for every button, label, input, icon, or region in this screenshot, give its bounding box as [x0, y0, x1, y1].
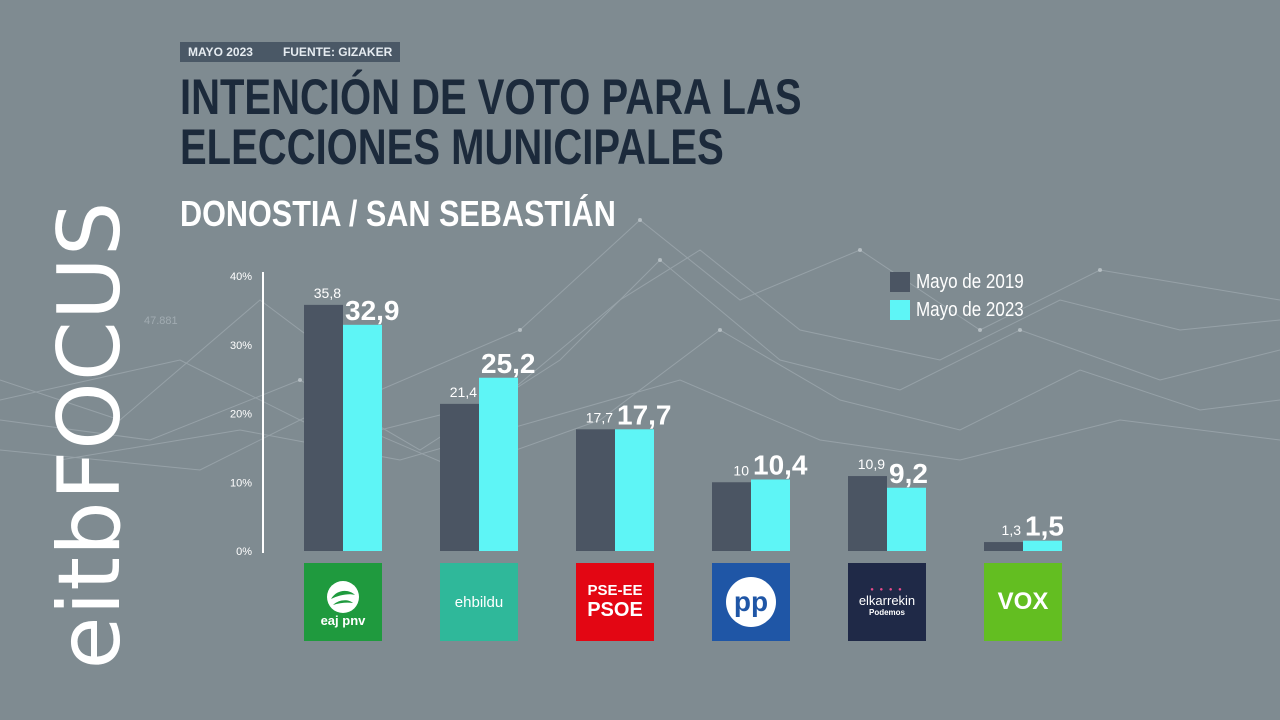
- chart-subtitle: DONOSTIA / SAN SEBASTIÁN: [180, 193, 616, 234]
- bar-2019: [712, 482, 751, 551]
- data-label-2023: 1,5: [1025, 511, 1064, 542]
- data-label-2023: 17,7: [617, 399, 672, 430]
- data-label-2019: 21,4: [450, 384, 477, 400]
- legend-label-2019: Mayo de 2019: [916, 270, 1024, 293]
- logo-pp-text: pp: [726, 577, 776, 627]
- data-label-2023: 9,2: [889, 458, 928, 489]
- logo-vox-text: VOX: [997, 588, 1049, 615]
- header-strip: MAYO 2023 FUENTE: GIZAKER: [180, 42, 401, 62]
- y-tick-label: 30%: [230, 340, 252, 352]
- dots-icon: ● ● ● ●: [870, 587, 904, 593]
- data-label-2023: 32,9: [345, 295, 400, 326]
- legend-item-2023: Mayo de 2023: [890, 296, 1043, 324]
- background-readout: 47.881: [144, 315, 178, 327]
- logo-elkarrekin: ● ● ● ● elkarrekin Podemos: [848, 563, 926, 641]
- bar-2019: [440, 403, 479, 551]
- logo-pnv-line2: pnv: [342, 613, 366, 628]
- chart-legend: Mayo de 2019 Mayo de 2023: [890, 268, 1043, 324]
- y-tick-label: 10%: [230, 477, 252, 489]
- data-label-2023: 10,4: [753, 450, 808, 481]
- logo-pnv-line1: eaj: [320, 613, 339, 628]
- legend-swatch-2019: [890, 272, 910, 292]
- bar-2023: [1023, 540, 1062, 551]
- pnv-leaf-icon: [327, 581, 359, 613]
- logo-vox: VOX: [984, 563, 1062, 641]
- data-label-2019: 35,8: [314, 285, 341, 301]
- bar-2023: [343, 324, 382, 551]
- y-tick-label: 40%: [230, 271, 252, 283]
- legend-item-2019: Mayo de 2019: [890, 268, 1043, 296]
- legend-swatch-2023: [890, 300, 910, 320]
- y-tick-label: 20%: [230, 409, 252, 421]
- header-source: FUENTE: GIZAKER: [282, 45, 393, 59]
- logo-eaj-pnv: eaj pnv: [304, 563, 382, 641]
- bar-2023: [887, 487, 926, 551]
- logo-psoe-line1: PSE-EE: [587, 582, 643, 599]
- y-tick-label: 0%: [236, 546, 252, 558]
- header-date: MAYO 2023: [188, 45, 253, 59]
- logo-psoe-line2: PSOE: [587, 599, 643, 621]
- bar-2023: [615, 429, 654, 551]
- data-label-2019: 10,9: [858, 456, 885, 472]
- bar-2023: [479, 377, 518, 551]
- data-label-2023: 25,2: [481, 348, 536, 379]
- logo-ehbildu-text: ehbildu: [454, 593, 504, 611]
- bar-2019: [848, 476, 887, 551]
- data-label-2019: 10: [733, 462, 749, 478]
- chart-title: INTENCIÓN DE VOTO PARA LAS ELECCIONES MU…: [180, 69, 802, 175]
- logo-ehbildu: ehbildu: [440, 563, 518, 641]
- logo-elkarrekin-line1: elkarrekin: [858, 593, 916, 608]
- bar-2019: [304, 304, 343, 551]
- bar-2019: [984, 542, 1023, 551]
- bar-2019: [576, 429, 615, 551]
- bar-2023: [751, 479, 790, 551]
- data-label-2019: 1,3: [1002, 522, 1022, 538]
- data-label-2019: 17,7: [586, 409, 613, 425]
- logo-psoe: PSE-EE PSOE: [576, 563, 654, 641]
- legend-label-2023: Mayo de 2023: [916, 298, 1024, 321]
- logo-elkarrekin-line2: Podemos: [868, 608, 905, 617]
- logo-pp: pp: [712, 563, 790, 641]
